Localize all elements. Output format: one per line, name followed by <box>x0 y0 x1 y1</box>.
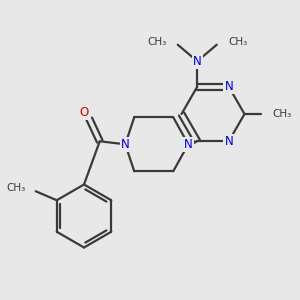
Text: O: O <box>79 106 88 119</box>
Text: N: N <box>224 135 233 148</box>
Text: N: N <box>224 80 233 93</box>
Text: CH₃: CH₃ <box>272 109 292 119</box>
Text: N: N <box>121 138 130 151</box>
Text: N: N <box>193 55 202 68</box>
Text: CH₃: CH₃ <box>6 183 25 193</box>
Text: CH₃: CH₃ <box>147 37 166 47</box>
Text: N: N <box>184 138 193 151</box>
Text: CH₃: CH₃ <box>228 37 248 47</box>
